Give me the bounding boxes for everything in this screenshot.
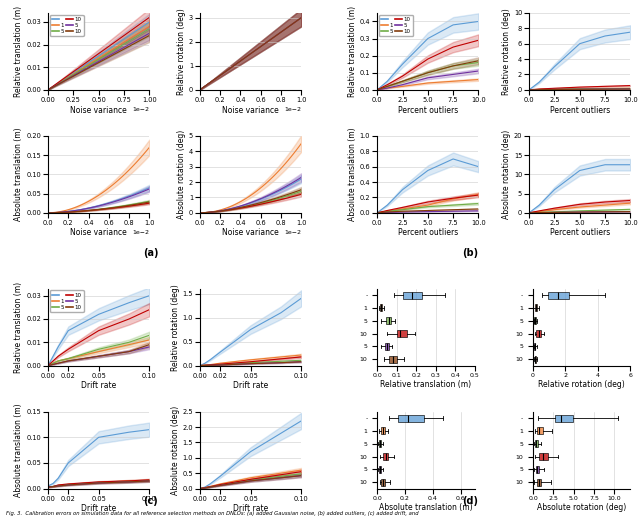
X-axis label: Noise variance: Noise variance	[222, 229, 279, 237]
PathPatch shape	[403, 292, 422, 299]
X-axis label: Percent outliers: Percent outliers	[550, 105, 610, 114]
Y-axis label: Relative translation (m): Relative translation (m)	[15, 282, 24, 373]
Legend:  , 1, 5, 10, 5, 10: , 1, 5, 10, 5, 10	[50, 291, 83, 312]
X-axis label: Noise variance: Noise variance	[222, 105, 279, 114]
Text: Fig. 3.  Calibration errors on simulation data for all reference selection metho: Fig. 3. Calibration errors on simulation…	[6, 511, 419, 516]
PathPatch shape	[537, 479, 541, 485]
X-axis label: Drift rate: Drift rate	[233, 382, 268, 390]
Y-axis label: Relative rotation (deg): Relative rotation (deg)	[502, 8, 511, 95]
Y-axis label: Absolute translation (m): Absolute translation (m)	[348, 128, 357, 221]
PathPatch shape	[534, 343, 535, 350]
PathPatch shape	[539, 453, 548, 460]
X-axis label: Percent outliers: Percent outliers	[397, 105, 458, 114]
Legend:  , 1, 5, 10, 5, 10: , 1, 5, 10, 5, 10	[50, 14, 83, 36]
Legend:  , 1, 5, 10, 5, 10: , 1, 5, 10, 5, 10	[379, 14, 413, 36]
X-axis label: Absolute translation (m): Absolute translation (m)	[379, 503, 473, 512]
PathPatch shape	[554, 415, 573, 422]
PathPatch shape	[381, 428, 385, 434]
PathPatch shape	[381, 479, 385, 485]
PathPatch shape	[380, 440, 381, 447]
PathPatch shape	[387, 317, 390, 324]
PathPatch shape	[385, 343, 389, 350]
Y-axis label: Absolute translation (m): Absolute translation (m)	[15, 128, 24, 221]
X-axis label: Noise variance: Noise variance	[70, 105, 127, 114]
Text: (b): (b)	[462, 248, 479, 258]
PathPatch shape	[379, 466, 381, 473]
X-axis label: Drift rate: Drift rate	[233, 504, 268, 513]
Y-axis label: Relative rotation (deg): Relative rotation (deg)	[171, 284, 180, 371]
PathPatch shape	[537, 428, 543, 434]
Text: (c): (c)	[143, 496, 158, 506]
PathPatch shape	[536, 466, 540, 473]
Y-axis label: Absolute rotation (deg): Absolute rotation (deg)	[171, 405, 180, 495]
X-axis label: Absolute rotation (deg): Absolute rotation (deg)	[537, 503, 627, 512]
PathPatch shape	[398, 415, 424, 422]
Y-axis label: Absolute translation (m): Absolute translation (m)	[15, 403, 24, 497]
Y-axis label: Absolute rotation (deg): Absolute rotation (deg)	[177, 130, 186, 219]
PathPatch shape	[389, 356, 397, 363]
X-axis label: Noise variance: Noise variance	[70, 229, 127, 237]
X-axis label: Percent outliers: Percent outliers	[397, 229, 458, 237]
Text: (d): (d)	[462, 496, 479, 506]
Y-axis label: Absolute rotation (deg): Absolute rotation (deg)	[502, 130, 511, 219]
PathPatch shape	[383, 453, 388, 460]
X-axis label: Drift rate: Drift rate	[81, 382, 116, 390]
PathPatch shape	[534, 356, 536, 363]
Y-axis label: Relative translation (m): Relative translation (m)	[15, 6, 24, 97]
Y-axis label: Relative rotation (deg): Relative rotation (deg)	[177, 8, 186, 95]
PathPatch shape	[380, 305, 382, 311]
X-axis label: Percent outliers: Percent outliers	[550, 229, 610, 237]
Text: (a): (a)	[143, 248, 158, 258]
PathPatch shape	[534, 305, 537, 311]
X-axis label: Relative rotation (deg): Relative rotation (deg)	[538, 381, 625, 389]
PathPatch shape	[548, 292, 569, 299]
PathPatch shape	[397, 330, 407, 337]
Y-axis label: Relative translation (m): Relative translation (m)	[348, 6, 357, 97]
PathPatch shape	[534, 317, 536, 324]
X-axis label: Relative translation (m): Relative translation (m)	[380, 381, 472, 389]
PathPatch shape	[536, 330, 541, 337]
PathPatch shape	[535, 440, 538, 447]
X-axis label: Drift rate: Drift rate	[81, 504, 116, 513]
